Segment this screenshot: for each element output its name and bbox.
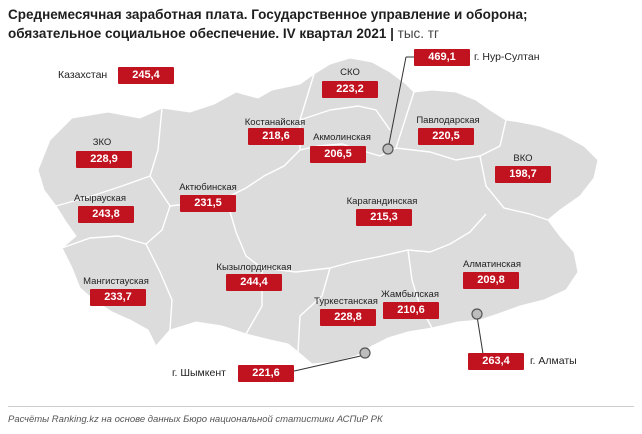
region-value-zko: 228,9 — [76, 151, 132, 168]
region-label-zko: ЗКО — [92, 137, 112, 148]
national-value: 245,4 — [118, 67, 174, 84]
chart-title: Среднемесячная заработная плата. Государ… — [8, 7, 528, 41]
region-value-sko: 223,2 — [322, 81, 378, 98]
region-value-pavlodar: 220,5 — [418, 128, 474, 145]
region-label-pavlodar: Павлодарская — [416, 115, 480, 126]
region-value-zhambyl: 210,6 — [383, 302, 439, 319]
almaty-marker — [471, 308, 483, 320]
city-label-shymkent: г. Шымкент — [172, 367, 226, 379]
city-value-nur-sultan: 469,1 — [414, 49, 470, 66]
region-value-kostanay: 218,6 — [248, 128, 304, 145]
region-value-atyrau: 243,8 — [78, 206, 134, 223]
city-value-shymkent: 221,6 — [238, 365, 294, 382]
region-borders — [55, 73, 549, 353]
nur-sultan-marker — [382, 143, 394, 155]
region-value-almaty-region: 209,8 — [463, 272, 519, 289]
region-label-aktobe: Актюбинская — [179, 182, 237, 193]
national-label: Казахстан — [58, 69, 108, 81]
city-value-almaty: 263,4 — [468, 353, 524, 370]
region-label-kyzylorda: Кызылординская — [216, 262, 292, 273]
shymkent-marker — [359, 347, 371, 359]
title-unit: тыс. тг — [397, 26, 439, 41]
region-label-turkestan: Туркестанская — [314, 296, 378, 307]
region-value-mangystau: 233,7 — [90, 289, 146, 306]
source-note: Расчёты Ranking.kz на основе данных Бюро… — [8, 414, 383, 425]
region-label-mangystau: Мангистауская — [83, 276, 149, 287]
region-label-kostanay: Костанайская — [244, 117, 306, 128]
city-markers — [280, 56, 485, 375]
region-label-sko: СКО — [340, 67, 360, 78]
region-value-vko: 198,7 — [495, 166, 551, 183]
title-text: Среднемесячная заработная плата. Государ… — [8, 7, 528, 41]
city-label-almaty: г. Алматы — [530, 355, 577, 367]
footer-divider — [8, 406, 634, 407]
region-value-aktobe: 231,5 — [180, 195, 236, 212]
region-label-atyrau: Атырауская — [74, 193, 126, 204]
region-value-akmola: 206,5 — [310, 146, 366, 163]
region-label-akmola: Акмолинская — [313, 132, 371, 143]
city-label-nur-sultan: г. Нур-Султан — [474, 51, 540, 63]
region-value-karaganda: 215,3 — [356, 209, 412, 226]
region-label-zhambyl: Жамбылская — [381, 289, 439, 300]
region-label-almaty-region: Алматинская — [463, 259, 521, 270]
region-value-kyzylorda: 244,4 — [226, 274, 282, 291]
region-label-karaganda: Карагандинская — [346, 196, 418, 207]
region-label-vko: ВКО — [513, 153, 533, 164]
region-value-turkestan: 228,8 — [320, 309, 376, 326]
